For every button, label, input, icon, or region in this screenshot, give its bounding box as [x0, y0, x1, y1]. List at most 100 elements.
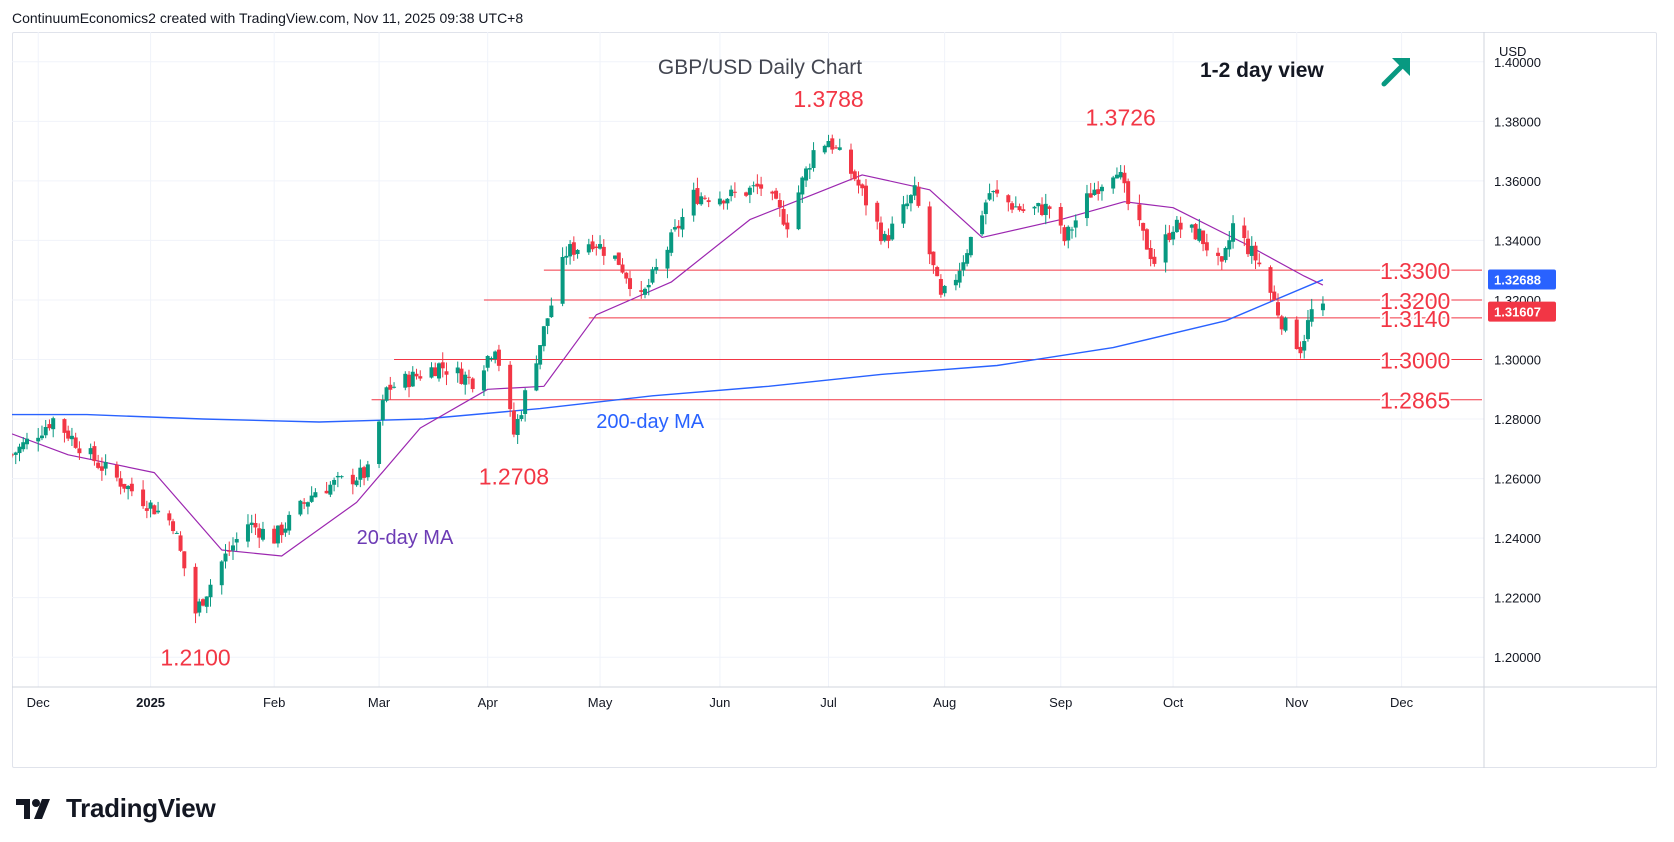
candle-body — [1174, 219, 1179, 233]
x-tick-label: Oct — [1163, 695, 1184, 710]
candle-body — [1246, 238, 1251, 255]
y-tick-label: 1.38000 — [1494, 114, 1541, 129]
arrow-up-right-icon — [1381, 58, 1410, 87]
candle-body — [1201, 230, 1206, 245]
candle-body — [590, 241, 595, 250]
candle-body — [47, 424, 52, 429]
candle-body — [182, 551, 187, 569]
candle-body — [1006, 195, 1011, 203]
candle-body — [1111, 177, 1116, 189]
candle-body — [953, 279, 958, 286]
candle-body — [365, 464, 370, 478]
candle-body — [485, 356, 490, 368]
candle-body — [1047, 206, 1052, 209]
candle-body — [676, 225, 681, 229]
candle-body — [298, 500, 303, 515]
candle-body — [927, 206, 932, 255]
candle-body — [122, 483, 127, 489]
ma200-series — [12, 279, 1324, 423]
candle-body — [114, 464, 119, 478]
candle-body — [1302, 341, 1307, 351]
candlestick-series — [12, 134, 1325, 624]
candle-body — [272, 528, 277, 544]
candle-body — [455, 367, 460, 374]
candle-body — [1223, 247, 1228, 261]
candle-body — [197, 601, 202, 613]
candle-body — [1193, 224, 1198, 240]
candle-body — [699, 196, 704, 205]
candle-body — [523, 390, 528, 414]
level-label: 1.2865 — [1380, 388, 1450, 414]
candle-body — [1021, 209, 1026, 212]
candle-body — [717, 198, 722, 205]
candle-body — [287, 514, 292, 531]
candle-body — [983, 202, 988, 215]
candle-body — [886, 235, 891, 241]
candle-body — [1257, 262, 1262, 265]
candle-body — [800, 177, 805, 195]
candle-body — [1298, 346, 1303, 354]
candle-body — [624, 272, 629, 279]
candle-body — [1013, 206, 1018, 208]
candle-body — [628, 278, 633, 290]
candle-body — [309, 495, 314, 502]
candle-body — [152, 505, 157, 515]
level-label: 1.3200 — [1380, 288, 1450, 314]
x-tick-label: Sep — [1049, 695, 1072, 710]
candle-body — [1171, 231, 1176, 240]
candle-body — [362, 467, 367, 478]
candle-body — [223, 553, 228, 562]
candle-body — [965, 253, 970, 264]
y-tick-label: 1.40000 — [1494, 55, 1541, 70]
candle-body — [549, 305, 554, 318]
candle-body — [1204, 242, 1209, 251]
candle-body — [811, 150, 816, 168]
candle-body — [12, 454, 14, 456]
x-tick-label: 2025 — [136, 695, 165, 710]
candle-body — [680, 216, 685, 230]
candle-body — [508, 364, 513, 410]
candle-body — [429, 367, 434, 378]
candle-body — [568, 244, 573, 257]
candle-body — [878, 222, 883, 242]
candle-body — [496, 349, 501, 366]
price-badge — [1488, 301, 1556, 322]
candle-body — [249, 522, 254, 525]
candle-body — [69, 435, 74, 440]
candle-body — [219, 561, 224, 586]
candle-body — [1066, 226, 1071, 241]
candle-body — [564, 255, 569, 258]
candle-body — [1043, 203, 1048, 216]
candle-body — [388, 384, 393, 390]
candle-body — [466, 376, 471, 378]
candle-body — [1189, 224, 1194, 228]
candle-body — [1073, 220, 1078, 228]
candle-body — [538, 345, 543, 365]
chart-annotations: 1.3788 1.3726 1.2708 1.2100 200-day MA 20-day… — [160, 86, 1156, 671]
candle-body — [586, 244, 591, 253]
candle-body — [230, 545, 235, 551]
candle-body — [646, 284, 651, 288]
candle-body — [830, 138, 835, 150]
candle-body — [103, 462, 108, 469]
candle-body — [392, 386, 397, 388]
candle-body — [777, 200, 782, 208]
candle-body — [444, 371, 449, 375]
candle-body — [721, 200, 726, 204]
annotation-label: 20-day MA — [357, 527, 454, 549]
ma200-line — [12, 279, 1324, 423]
candle-body — [654, 267, 659, 271]
candle-body — [1294, 319, 1299, 350]
candle-body — [860, 184, 865, 189]
candle-body — [890, 223, 895, 240]
candle-body — [1197, 228, 1202, 241]
candle-body — [613, 255, 618, 259]
candle-body — [837, 147, 842, 150]
candle-body — [834, 147, 839, 149]
candle-body — [804, 168, 809, 181]
annotation-high: 1.3788 — [793, 86, 863, 112]
candle-body — [257, 528, 262, 538]
candle-body — [882, 233, 887, 241]
candle-body — [283, 528, 288, 533]
